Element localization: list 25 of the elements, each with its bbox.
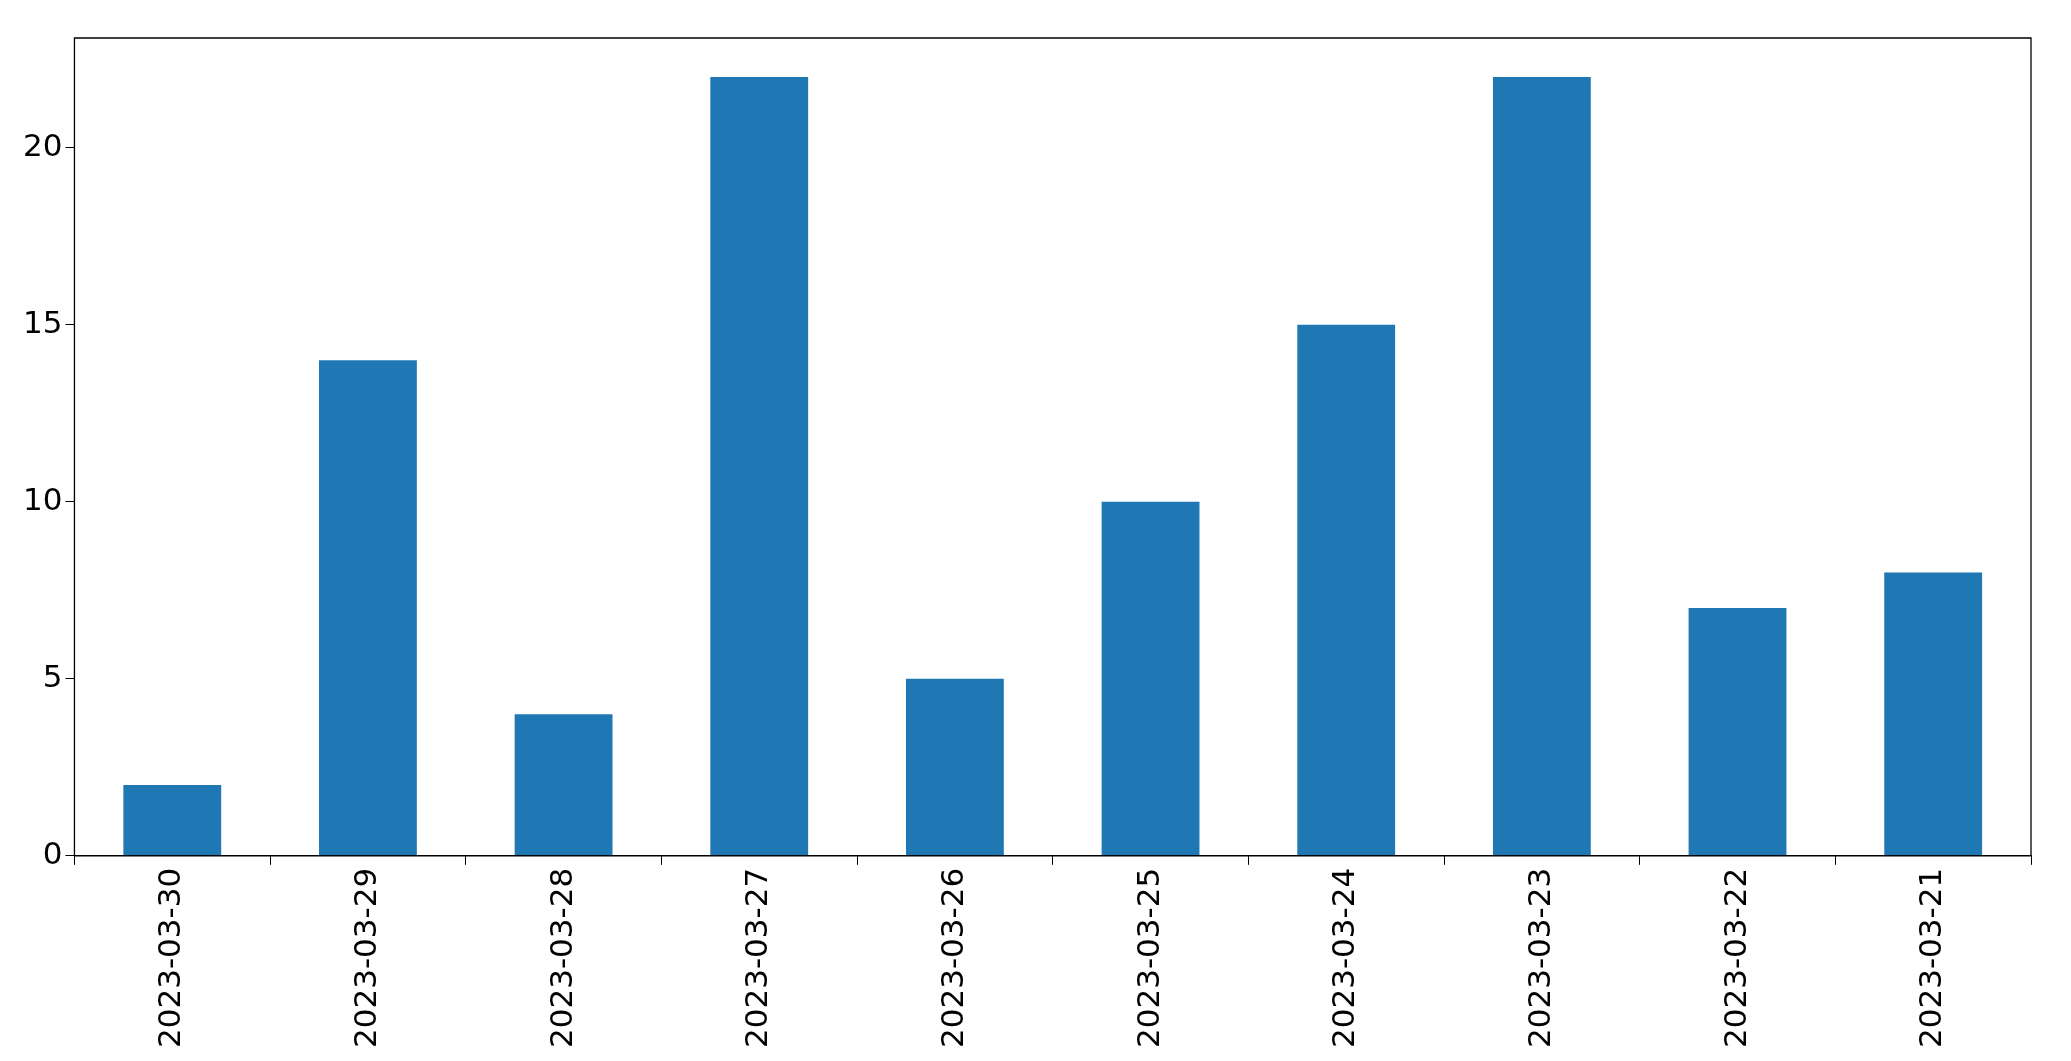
y-tick-label: 20 — [22, 126, 63, 163]
x-tick-label: 2023-03-21 — [1912, 867, 1949, 1049]
bar — [905, 678, 1004, 856]
x-tick-label: 2023-03-25 — [1129, 867, 1166, 1049]
bar — [1101, 501, 1200, 856]
x-tick-label: 2023-03-28 — [542, 867, 579, 1049]
y-tick-label: 0 — [42, 834, 63, 871]
x-tick-label: 2023-03-24 — [1325, 867, 1362, 1049]
bar — [123, 785, 222, 856]
y-tick-label: 15 — [22, 303, 63, 340]
bar — [1884, 572, 1983, 856]
x-tick-label: 2023-03-29 — [346, 867, 383, 1049]
x-tick-label: 2023-03-30 — [151, 867, 188, 1049]
y-tick-label: 10 — [22, 480, 63, 517]
bar — [514, 714, 613, 856]
x-tick-label: 2023-03-22 — [1716, 867, 1753, 1049]
bar — [710, 76, 809, 856]
bar — [1297, 324, 1396, 856]
x-tick-label: 2023-03-23 — [1520, 867, 1557, 1049]
bar — [1492, 76, 1591, 856]
bar — [1688, 608, 1787, 856]
x-tick-label: 2023-03-27 — [738, 867, 775, 1049]
bar — [319, 360, 417, 856]
y-tick-label: 5 — [42, 657, 63, 694]
x-tick-label: 2023-03-26 — [933, 867, 970, 1049]
